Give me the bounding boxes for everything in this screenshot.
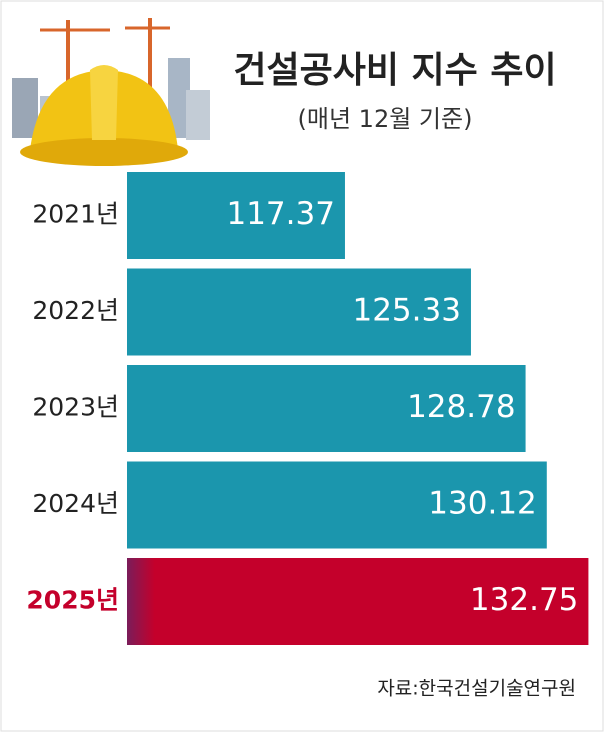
bar xyxy=(127,558,589,645)
category-label: 2025년 xyxy=(26,586,119,615)
value-label: 132.75 xyxy=(470,582,578,618)
category-label: 2021년 xyxy=(32,200,119,229)
bar xyxy=(127,268,471,356)
category-label: 2022년 xyxy=(32,296,119,325)
category-label: 2024년 xyxy=(32,489,119,518)
bar xyxy=(127,365,526,452)
chart-title: 건설공사비 지수 추이 xyxy=(233,50,556,91)
value-label: 128.78 xyxy=(407,389,515,425)
value-label: 125.33 xyxy=(352,293,460,329)
value-label: 130.12 xyxy=(428,486,536,522)
value-label: 117.37 xyxy=(226,196,334,232)
illustration xyxy=(12,18,210,166)
source: 자료:한국건설기술연구원 xyxy=(377,678,576,700)
bar xyxy=(127,172,345,259)
category-label: 2023년 xyxy=(32,393,119,422)
chart-subtitle: (매년 12월 기준) xyxy=(298,105,473,133)
bar xyxy=(127,461,547,549)
